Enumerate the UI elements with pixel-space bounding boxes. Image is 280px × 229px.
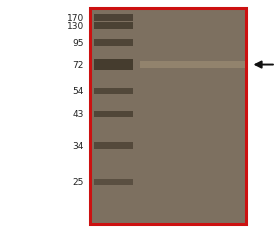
Bar [94,142,133,149]
Bar [94,60,133,71]
Bar [94,15,133,22]
Text: 95: 95 [73,39,84,48]
Text: 72: 72 [73,61,84,70]
Bar [94,88,133,95]
Bar [140,62,245,69]
Bar [90,9,246,224]
Text: 170: 170 [67,14,84,23]
Bar [94,179,133,185]
Text: 130: 130 [67,22,84,31]
Bar [94,40,133,47]
Text: 54: 54 [73,87,84,96]
Text: 43: 43 [73,110,84,119]
Bar [94,23,133,30]
Text: 34: 34 [73,141,84,150]
Bar [94,111,133,118]
Text: 25: 25 [73,177,84,187]
